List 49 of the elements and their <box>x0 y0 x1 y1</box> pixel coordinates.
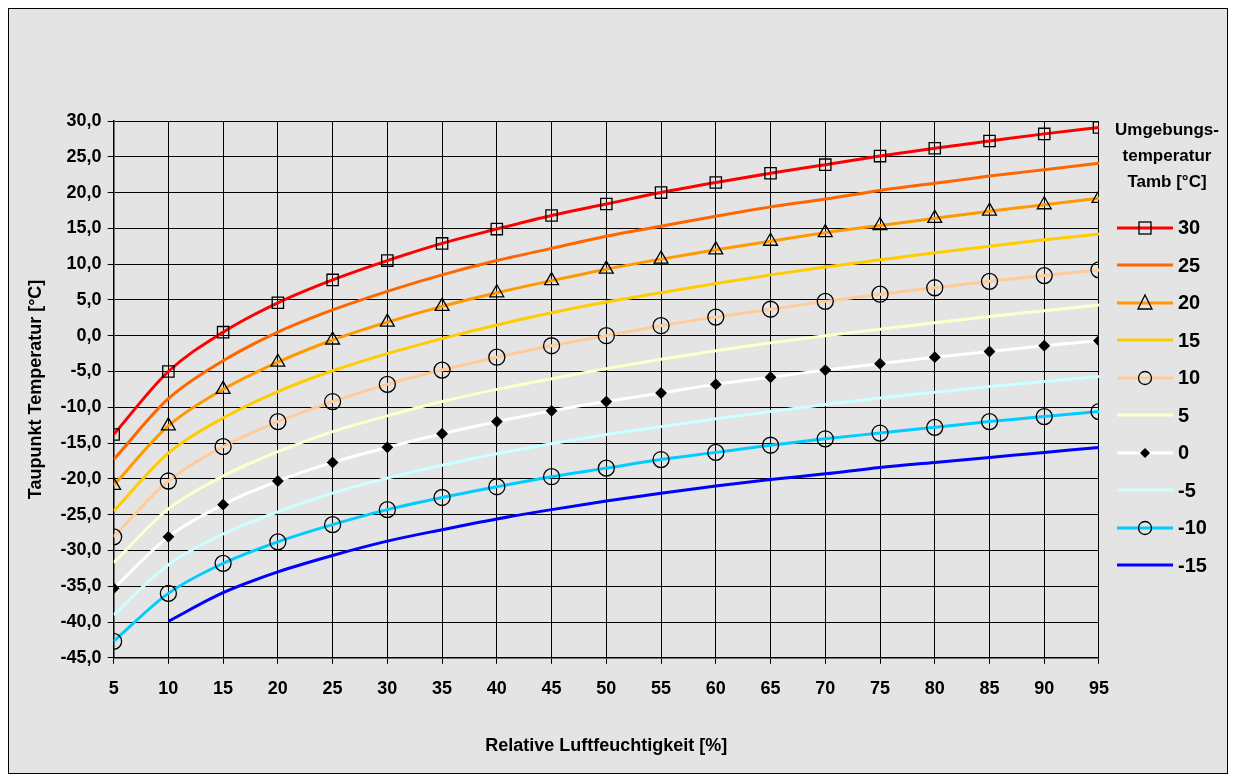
legend-label: 10 <box>1178 366 1201 390</box>
y-tick-label: 20,0 <box>66 181 102 202</box>
x-tick-label: 95 <box>1088 677 1109 698</box>
y-tick-label: -15,0 <box>60 432 102 453</box>
x-tick-label: 45 <box>541 677 562 698</box>
x-tick-label: 85 <box>979 677 1000 698</box>
x-tick-label: 20 <box>267 677 288 698</box>
y-tick-label: -45,0 <box>60 646 102 667</box>
x-tick-label: 35 <box>432 677 453 698</box>
y-tick-label: 25,0 <box>66 145 102 166</box>
y-tick-label: 5,0 <box>76 288 102 309</box>
legend-label: 30 <box>1178 216 1201 240</box>
legend-label: 0 <box>1178 441 1190 465</box>
x-tick-label: 50 <box>596 677 617 698</box>
y-tick-label: -20,0 <box>60 467 102 488</box>
x-tick-label: 75 <box>870 677 891 698</box>
legend-label: 20 <box>1178 291 1201 315</box>
x-tick-label: 65 <box>760 677 781 698</box>
y-tick-label: 30,0 <box>66 109 102 130</box>
x-tick-label: 5 <box>108 677 119 698</box>
x-tick-label: 25 <box>322 677 343 698</box>
line-series <box>166 445 1099 623</box>
x-tick-label: 30 <box>377 677 398 698</box>
y-tick-label: -5,0 <box>70 360 102 381</box>
legend-label: -5 <box>1178 478 1196 502</box>
y-tick-label: -30,0 <box>60 539 102 560</box>
legend-label: -10 <box>1178 516 1207 540</box>
y-tick-label: -35,0 <box>60 575 102 596</box>
legend-title: Umgebungs-temperatur Tamb [°C] <box>1114 119 1220 193</box>
x-tick-label: 55 <box>651 677 672 698</box>
x-axis-title: Relative Luftfeuchtigkeit [%] <box>485 735 728 756</box>
y-tick-label: 15,0 <box>66 217 102 238</box>
x-tick-label: 90 <box>1034 677 1055 698</box>
y-tick-label: 10,0 <box>66 253 102 274</box>
y-axis-title: Taupunkt Temperatur [°C] <box>24 279 45 500</box>
x-tick-label: 40 <box>486 677 507 698</box>
legend-label: 5 <box>1178 403 1190 427</box>
y-tick-label: -40,0 <box>60 610 102 631</box>
y-tick-label: -10,0 <box>60 396 102 417</box>
x-tick-label: 60 <box>705 677 726 698</box>
legend-label: -15 <box>1178 553 1207 577</box>
x-tick-label: 15 <box>213 677 234 698</box>
legend-label: 25 <box>1178 253 1201 277</box>
legend-label: 15 <box>1178 328 1201 352</box>
y-tick-label: 0,0 <box>76 324 102 345</box>
x-tick-label: 80 <box>924 677 945 698</box>
y-tick-label: -25,0 <box>60 503 102 524</box>
x-tick-label: 10 <box>158 677 179 698</box>
x-tick-label: 70 <box>815 677 836 698</box>
